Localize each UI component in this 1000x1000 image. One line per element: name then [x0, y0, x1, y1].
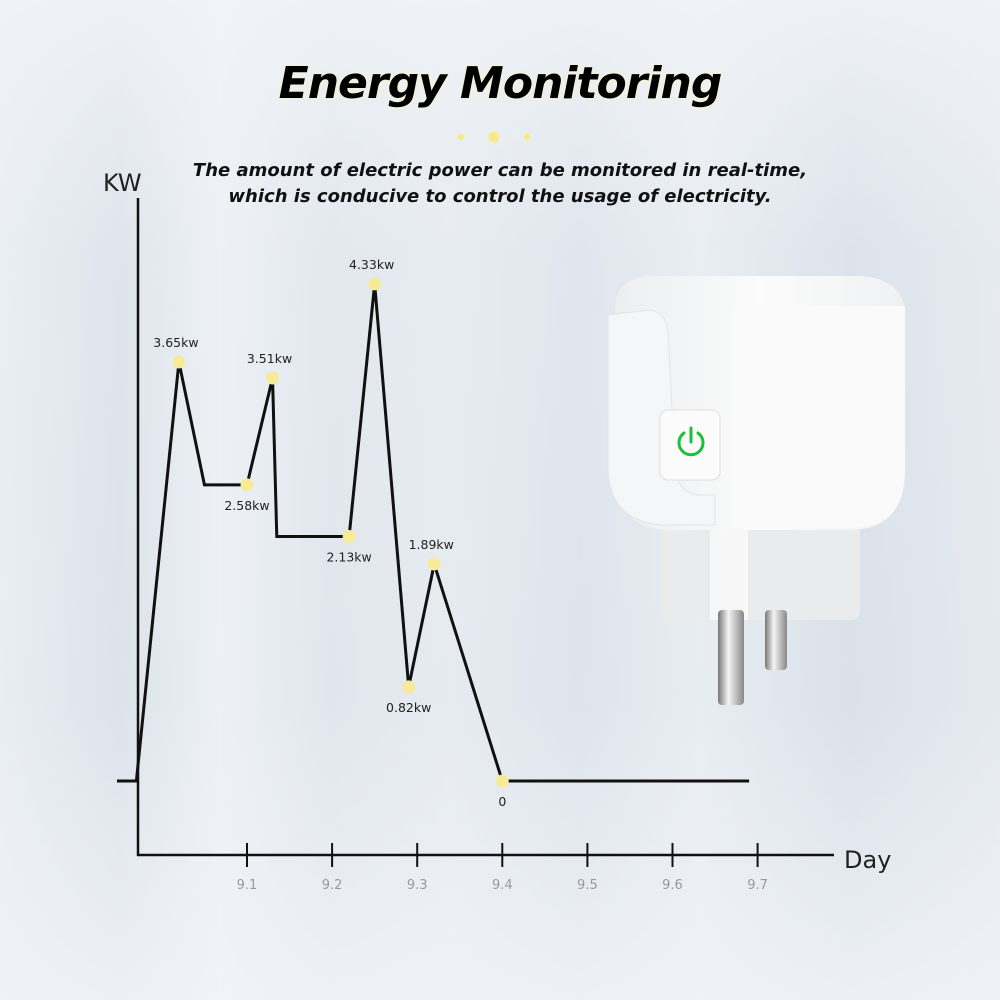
data-point	[368, 277, 382, 291]
power-icon	[677, 426, 705, 457]
data-point	[402, 680, 416, 694]
data-point	[172, 355, 186, 369]
data-point	[266, 371, 280, 385]
dot-icon	[524, 134, 530, 140]
x-tick-label: 9.5	[577, 878, 598, 893]
dot-icon	[489, 132, 499, 142]
page-title: Energy Monitoring	[278, 58, 723, 109]
subtitle-line-1: The amount of electric power can be moni…	[192, 160, 808, 181]
x-tick-label: 9.1	[237, 878, 258, 893]
power-button	[659, 409, 721, 481]
x-tick-label: 9.6	[662, 878, 683, 893]
data-point	[342, 529, 356, 543]
subtitle-line-2: which is conducive to control the usage …	[228, 186, 772, 207]
data-label: 1.89kw	[409, 537, 454, 552]
x-axis-label: Day	[844, 846, 891, 874]
x-tick-label: 9.3	[407, 878, 428, 893]
data-label: 2.13kw	[326, 549, 371, 564]
y-axis-label: KW	[103, 169, 142, 197]
data-point	[495, 774, 509, 788]
data-point	[427, 557, 441, 571]
data-label: 0	[498, 794, 506, 809]
x-tick-label: 9.7	[747, 878, 768, 893]
subtitle: The amount of electric power can be moni…	[0, 158, 1000, 210]
data-label: 3.65kw	[153, 335, 198, 350]
dot-icon	[458, 134, 464, 140]
data-label: 4.33kw	[349, 257, 394, 272]
x-tick-label: 9.4	[492, 878, 513, 893]
x-tick-label: 9.2	[322, 878, 343, 893]
smart-plug-image	[607, 276, 905, 705]
data-label: 3.51kw	[247, 351, 292, 366]
data-label: 2.58kw	[224, 498, 269, 513]
data-point	[240, 478, 254, 492]
decorative-dots	[458, 132, 530, 142]
data-label: 0.82kw	[386, 700, 431, 715]
